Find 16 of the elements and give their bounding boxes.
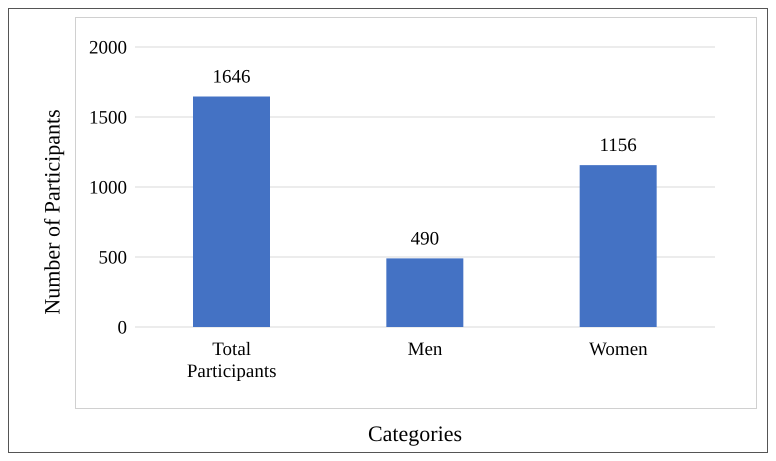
data-label: 1646 bbox=[212, 66, 250, 88]
bar bbox=[386, 258, 464, 327]
x-tick-label: Women bbox=[589, 339, 648, 360]
bar bbox=[580, 165, 657, 327]
y-axis-title: Number of Participants bbox=[40, 109, 66, 315]
bar bbox=[193, 96, 270, 327]
x-tick-label: Total Participants bbox=[186, 339, 277, 382]
y-tick-label: 1500 bbox=[89, 108, 127, 129]
y-tick-label: 2000 bbox=[89, 38, 127, 59]
x-tick-label: Men bbox=[408, 339, 443, 360]
data-label: 1156 bbox=[600, 135, 637, 156]
x-axis-title: Categories bbox=[366, 421, 464, 447]
y-tick-label: 1000 bbox=[89, 178, 127, 199]
y-tick-label: 0 bbox=[118, 318, 127, 339]
data-label: 490 bbox=[410, 228, 440, 250]
y-tick-label: 500 bbox=[98, 248, 127, 269]
